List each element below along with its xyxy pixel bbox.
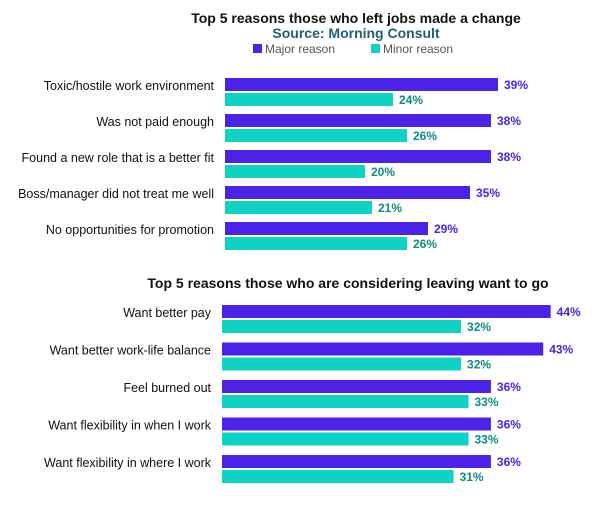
major-reason-value: 36%: [497, 455, 521, 469]
minor-reason-value: 26%: [413, 129, 437, 143]
major-reason-bar: [225, 186, 470, 199]
major-reason-value: 38%: [497, 114, 521, 128]
minor-reason-value: 31%: [460, 470, 484, 484]
major-reason-value: 44%: [557, 305, 581, 319]
legend-swatch-minor: [371, 44, 380, 53]
major-reason-value: 43%: [549, 343, 573, 357]
category-label: Boss/manager did not treat me well: [18, 187, 214, 201]
minor-reason-value: 26%: [413, 237, 437, 251]
major-reason-bar: [222, 380, 491, 393]
chart-title: Top 5 reasons those who are considering …: [147, 275, 548, 291]
major-reason-bar: [225, 78, 498, 91]
category-label: Want better pay: [123, 306, 212, 320]
major-reason-value: 38%: [497, 150, 521, 164]
category-label: Was not paid enough: [96, 115, 214, 129]
chart-title: Top 5 reasons those who left jobs made a…: [191, 10, 521, 26]
category-label: Found a new role that is a better fit: [22, 151, 215, 165]
minor-reason-bar: [222, 395, 469, 408]
minor-reason-value: 32%: [467, 358, 491, 372]
minor-reason-value: 33%: [475, 395, 499, 409]
major-reason-value: 36%: [497, 380, 521, 394]
legend-label-minor: Minor reason: [383, 42, 453, 56]
major-reason-bar: [225, 150, 491, 163]
major-reason-bar: [222, 342, 544, 356]
major-reason-value: 36%: [497, 418, 521, 432]
category-label: Want better work-life balance: [50, 344, 211, 358]
category-label: Want flexibility in where I work: [44, 456, 212, 470]
major-reason-bar: [225, 222, 428, 235]
major-reason-bar: [222, 455, 491, 468]
major-reason-value: 29%: [434, 222, 458, 236]
minor-reason-bar: [222, 320, 462, 333]
minor-reason-value: 24%: [399, 93, 423, 107]
category-label: Toxic/hostile work environment: [44, 79, 215, 93]
minor-reason-value: 20%: [371, 165, 395, 179]
major-reason-bar: [222, 305, 551, 318]
minor-reason-value: 33%: [475, 433, 499, 447]
legend-label-major: Major reason: [265, 42, 335, 56]
minor-reason-bar: [225, 129, 407, 142]
legend-swatch-major: [253, 44, 262, 53]
category-label: Want flexibility in when I work: [48, 419, 212, 433]
minor-reason-bar: [222, 357, 462, 371]
category-label: Feel burned out: [123, 381, 211, 395]
major-reason-value: 39%: [504, 78, 528, 92]
minor-reason-bar: [222, 432, 469, 446]
minor-reason-value: 32%: [467, 320, 491, 334]
minor-reason-value: 21%: [378, 201, 402, 215]
minor-reason-bar: [222, 470, 454, 483]
category-label: No opportunities for promotion: [46, 223, 214, 237]
major-reason-value: 35%: [476, 186, 500, 200]
major-reason-bar: [225, 114, 491, 127]
major-reason-bar: [222, 417, 491, 431]
chart-subtitle: Source: Morning Consult: [272, 25, 440, 41]
minor-reason-bar: [225, 201, 372, 214]
minor-reason-bar: [225, 237, 407, 250]
minor-reason-bar: [225, 165, 365, 178]
minor-reason-bar: [225, 93, 393, 106]
